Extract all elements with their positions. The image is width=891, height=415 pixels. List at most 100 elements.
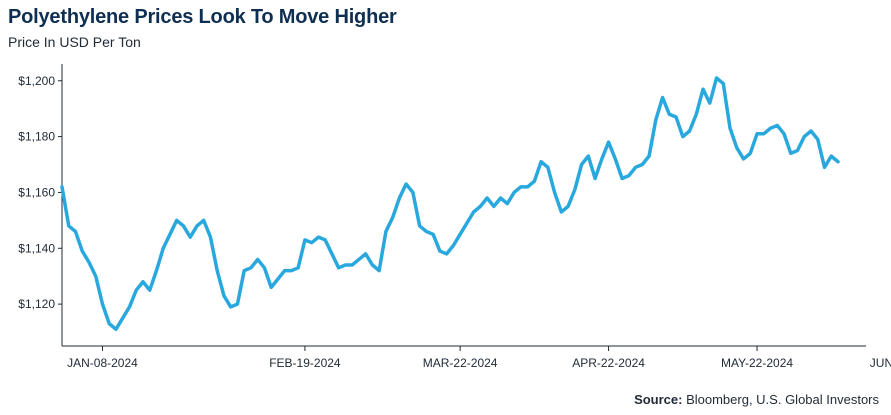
chart-title: Polyethylene Prices Look To Move Higher xyxy=(8,6,397,28)
data-point xyxy=(351,263,354,266)
data-point xyxy=(789,152,792,155)
data-point xyxy=(229,305,232,308)
data-point xyxy=(762,132,765,135)
data-point xyxy=(566,205,569,208)
data-point xyxy=(74,230,77,233)
data-point xyxy=(593,177,596,180)
data-point xyxy=(708,101,711,104)
data-point xyxy=(324,238,327,241)
data-point xyxy=(560,210,563,213)
data-point xyxy=(175,219,178,222)
data-point xyxy=(701,88,704,91)
data-point xyxy=(391,216,394,219)
x-tick-label: JUN-22-2024 xyxy=(870,356,891,370)
data-point xyxy=(155,269,158,272)
x-tick-label: MAY-22-2024 xyxy=(721,356,793,370)
data-point xyxy=(580,163,583,166)
data-point xyxy=(384,230,387,233)
data-point xyxy=(344,263,347,266)
data-point xyxy=(283,269,286,272)
data-point xyxy=(776,124,779,127)
data-point xyxy=(81,249,84,252)
source-label: Source: xyxy=(634,392,683,407)
data-point xyxy=(735,146,738,149)
data-point xyxy=(364,252,367,255)
data-point xyxy=(634,166,637,169)
data-point xyxy=(94,275,97,278)
data-point xyxy=(276,277,279,280)
y-tick-label: $1,200 xyxy=(18,74,55,88)
data-point xyxy=(445,252,448,255)
data-point xyxy=(378,269,381,272)
data-point xyxy=(236,303,239,306)
data-point xyxy=(688,129,691,132)
data-point xyxy=(513,191,516,194)
y-tick-label: $1,120 xyxy=(18,297,55,311)
data-point xyxy=(438,249,441,252)
data-point xyxy=(654,118,657,121)
data-point xyxy=(641,163,644,166)
data-point xyxy=(202,219,205,222)
data-point xyxy=(816,138,819,141)
data-point xyxy=(303,238,306,241)
series-group xyxy=(60,76,840,331)
data-point xyxy=(499,196,502,199)
data-point xyxy=(553,191,556,194)
data-point xyxy=(87,261,90,264)
data-point xyxy=(418,224,421,227)
data-point xyxy=(263,266,266,269)
data-point xyxy=(519,185,522,188)
data-point xyxy=(121,316,124,319)
data-point xyxy=(317,236,320,239)
data-point xyxy=(681,135,684,138)
data-point xyxy=(836,160,839,163)
data-point xyxy=(627,174,630,177)
source-note: Source: Bloomberg, U.S. Global Investors xyxy=(634,392,879,407)
data-point xyxy=(600,157,603,160)
data-point xyxy=(620,177,623,180)
data-point xyxy=(243,269,246,272)
data-point xyxy=(189,236,192,239)
data-point xyxy=(209,236,212,239)
data-point xyxy=(769,127,772,130)
data-point xyxy=(297,266,300,269)
data-point xyxy=(607,141,610,144)
data-point xyxy=(310,241,313,244)
data-point xyxy=(148,289,151,292)
data-point xyxy=(101,303,104,306)
data-point xyxy=(256,258,259,261)
data-point xyxy=(830,155,833,158)
data-point xyxy=(742,157,745,160)
data-point xyxy=(796,149,799,152)
data-point xyxy=(546,166,549,169)
data-point xyxy=(141,280,144,283)
data-point xyxy=(114,328,117,331)
data-point xyxy=(405,182,408,185)
data-point xyxy=(67,224,70,227)
data-point xyxy=(749,152,752,155)
data-point xyxy=(135,289,138,292)
data-point xyxy=(647,155,650,158)
data-point xyxy=(337,266,340,269)
x-tick-label: JAN-08-2024 xyxy=(67,356,138,370)
source-text: Bloomberg, U.S. Global Investors xyxy=(682,392,879,407)
x-tick-label: MAR-22-2024 xyxy=(423,356,498,370)
data-point xyxy=(357,258,360,261)
x-tick-label: APR-22-2024 xyxy=(572,356,645,370)
data-point xyxy=(216,269,219,272)
data-point xyxy=(661,96,664,99)
data-point xyxy=(452,244,455,247)
data-point xyxy=(60,185,63,188)
data-point xyxy=(823,166,826,169)
data-point xyxy=(526,185,529,188)
data-point xyxy=(492,205,495,208)
y-tick-label: $1,180 xyxy=(18,130,55,144)
data-point xyxy=(540,160,543,163)
data-point xyxy=(715,76,718,79)
data-point xyxy=(674,115,677,118)
data-point xyxy=(182,224,185,227)
data-point xyxy=(472,210,475,213)
data-point xyxy=(290,269,293,272)
data-point xyxy=(533,180,536,183)
